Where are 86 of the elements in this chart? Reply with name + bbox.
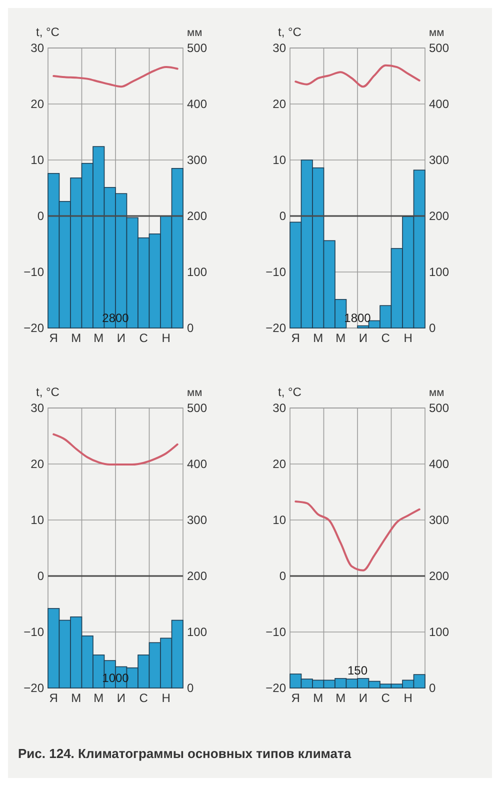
y-tick-label: 0 <box>279 569 286 583</box>
y2-tick-label: 300 <box>187 513 208 527</box>
y-axis-title: t, °C <box>36 25 60 39</box>
x-tick-label: Н <box>404 331 412 345</box>
y-tick-label: −20 <box>24 681 44 695</box>
x-tick-label: М <box>94 331 104 345</box>
y-tick-label: −20 <box>266 681 286 695</box>
y2-tick-label: 0 <box>429 321 436 335</box>
y2-tick-label: 200 <box>187 209 208 223</box>
text: Рис. 124. Климатограммы основных типов климата <box>18 746 352 761</box>
y2-tick-label: 200 <box>187 569 208 583</box>
y-tick-label: −10 <box>24 265 44 279</box>
x-tick-label: Н <box>162 691 170 705</box>
y-tick-label: 0 <box>37 569 44 583</box>
y-tick-label: 30 <box>30 401 44 415</box>
y-axis-title: t, °C <box>278 385 302 399</box>
y-tick-label: −10 <box>24 625 44 639</box>
y-tick-label: 10 <box>30 153 44 167</box>
y2-tick-label: 300 <box>429 513 450 527</box>
y2-tick-label: 500 <box>187 41 208 55</box>
annotation: 150 <box>347 663 368 678</box>
x-tick-label: Я <box>49 691 58 705</box>
y2-tick-label: 400 <box>187 457 208 471</box>
x-tick-label: С <box>381 331 390 345</box>
y-tick-label: 10 <box>30 513 44 527</box>
y-tick-label: 20 <box>272 97 286 111</box>
x-tick-label: М <box>313 691 324 705</box>
y-axis-title: t, °C <box>36 385 60 399</box>
y-tick-label: −10 <box>266 265 286 279</box>
x-tick-label: С <box>139 331 148 345</box>
y-tick-label: −20 <box>24 321 44 335</box>
y-tick-label: −20 <box>266 321 286 335</box>
x-tick-label: Н <box>162 331 170 345</box>
y2-tick-label: 400 <box>429 457 450 471</box>
y-tick-label: 10 <box>272 153 286 167</box>
x-tick-label: Я <box>291 331 300 345</box>
x-tick-label: М <box>71 691 82 705</box>
y2-tick-label: 200 <box>429 569 450 583</box>
y-tick-label: 30 <box>272 401 286 415</box>
x-tick-label: М <box>94 691 104 705</box>
x-tick-label: И <box>116 331 126 345</box>
y2-axis-title: мм <box>429 27 444 39</box>
y2-axis-title: мм <box>187 387 202 399</box>
line-series <box>294 500 420 572</box>
line-series <box>52 433 178 466</box>
x-tick-label: М <box>313 331 324 345</box>
y-tick-label: 20 <box>30 97 44 111</box>
y2-tick-label: 0 <box>429 681 436 695</box>
x-tick-label: Н <box>404 691 412 705</box>
y2-tick-label: 300 <box>187 153 208 167</box>
line-series <box>52 66 178 88</box>
y2-tick-label: 100 <box>429 625 450 639</box>
x-tick-label: И <box>358 691 368 705</box>
y2-tick-label: 100 <box>429 265 450 279</box>
y-tick-label: 30 <box>30 41 44 55</box>
y2-tick-label: 0 <box>187 681 194 695</box>
y-tick-label: 10 <box>272 513 286 527</box>
y2-tick-label: 500 <box>187 401 208 415</box>
y-tick-label: −10 <box>266 625 286 639</box>
x-tick-label: Я <box>291 691 300 705</box>
y-tick-label: 0 <box>37 209 44 223</box>
x-tick-label: С <box>381 691 390 705</box>
y2-axis-title: мм <box>429 387 444 399</box>
line-series <box>294 64 420 88</box>
x-tick-label: М <box>71 331 82 345</box>
x-tick-label: М <box>336 691 346 705</box>
x-tick-label: Я <box>49 331 58 345</box>
y-tick-label: 0 <box>279 209 286 223</box>
y2-tick-label: 100 <box>187 625 208 639</box>
x-tick-label: И <box>358 331 368 345</box>
y2-tick-label: 200 <box>429 209 450 223</box>
y-axis-title: t, °C <box>278 25 302 39</box>
y2-tick-label: 500 <box>429 41 450 55</box>
x-tick-label: И <box>116 691 126 705</box>
x-tick-label: С <box>139 691 148 705</box>
y2-tick-label: 0 <box>187 321 194 335</box>
y2-tick-label: 400 <box>187 97 208 111</box>
y2-tick-label: 300 <box>429 153 450 167</box>
y2-tick-label: 500 <box>429 401 450 415</box>
y-tick-label: 20 <box>30 457 44 471</box>
y2-tick-label: 100 <box>187 265 208 279</box>
y-tick-label: 30 <box>272 41 286 55</box>
y-tick-label: 20 <box>272 457 286 471</box>
x-tick-label: М <box>336 331 346 345</box>
y2-tick-label: 400 <box>429 97 450 111</box>
y2-axis-title: мм <box>187 27 202 39</box>
